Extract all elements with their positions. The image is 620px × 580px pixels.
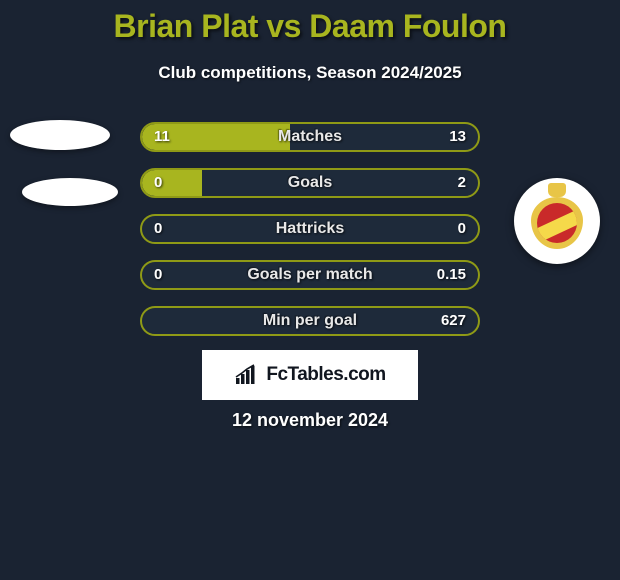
stat-label: Hattricks: [142, 216, 478, 242]
stat-value-right: 0: [458, 216, 466, 242]
stat-row: 0Hattricks0: [140, 214, 480, 244]
stat-row: 0Goals per match0.15: [140, 260, 480, 290]
stat-row: 11Matches13: [140, 122, 480, 152]
bar-chart-icon: [234, 364, 260, 386]
date-label: 12 november 2024: [0, 410, 620, 431]
subtitle: Club competitions, Season 2024/2025: [0, 63, 620, 83]
stat-row: Min per goal627: [140, 306, 480, 336]
stat-label: Min per goal: [142, 308, 478, 334]
stat-value-right: 627: [441, 308, 466, 334]
stat-value-right: 0.15: [437, 262, 466, 288]
player-a-club-logo-2: [22, 178, 118, 206]
stat-label: Matches: [142, 124, 478, 150]
kv-mechelen-crest-icon: [531, 191, 583, 251]
stat-label: Goals per match: [142, 262, 478, 288]
stat-row: 0Goals2: [140, 168, 480, 198]
brand-box[interactable]: FcTables.com: [202, 350, 418, 400]
page-title: Brian Plat vs Daam Foulon: [0, 0, 620, 45]
brand-label: FcTables.com: [266, 364, 385, 386]
stat-label: Goals: [142, 170, 478, 196]
player-b-club-logo: [514, 178, 600, 264]
stat-value-right: 2: [458, 170, 466, 196]
stat-value-right: 13: [449, 124, 466, 150]
player-a-club-logo-1: [10, 120, 110, 150]
